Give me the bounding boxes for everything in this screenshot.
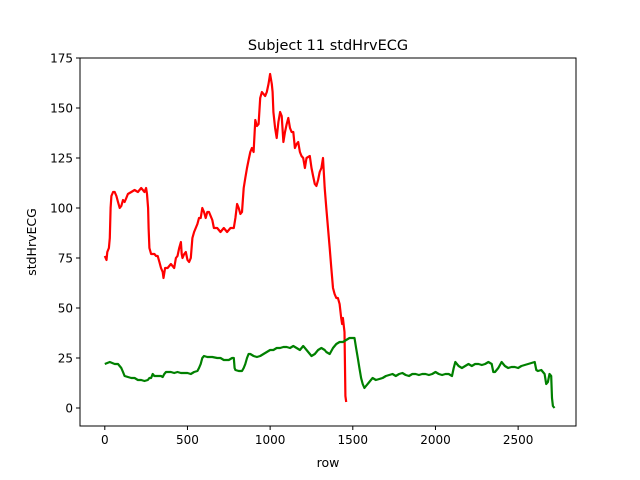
chart-title: Subject 11 stdHrvECG bbox=[248, 38, 408, 54]
series-line-1 bbox=[103, 72, 348, 403]
x-tick-label: 500 bbox=[176, 433, 199, 447]
x-tick-label: 1500 bbox=[338, 433, 369, 447]
x-tick-label: 2500 bbox=[503, 433, 534, 447]
x-tick-label: 0 bbox=[101, 433, 109, 447]
y-tick-label: 125 bbox=[50, 152, 73, 166]
y-tick-label: 100 bbox=[50, 202, 73, 216]
y-axis: 0 25 50 75 100 125 150 175 bbox=[50, 52, 80, 416]
x-axis: 0 500 1000 1500 2000 2500 bbox=[101, 426, 533, 447]
y-tick-label: 75 bbox=[58, 252, 73, 266]
x-axis-label: row bbox=[317, 455, 340, 470]
series-line-2 bbox=[104, 336, 556, 409]
y-tick-label: 0 bbox=[65, 402, 73, 416]
y-tick-label: 150 bbox=[50, 102, 73, 116]
plot-area bbox=[103, 72, 556, 409]
x-tick-label: 1000 bbox=[255, 433, 286, 447]
y-tick-label: 50 bbox=[58, 302, 73, 316]
x-tick-label: 2000 bbox=[420, 433, 451, 447]
y-tick-label: 175 bbox=[50, 52, 73, 66]
y-tick-label: 25 bbox=[58, 352, 73, 366]
y-axis-label: stdHrvECG bbox=[24, 208, 39, 276]
plot-frame bbox=[79, 57, 577, 427]
